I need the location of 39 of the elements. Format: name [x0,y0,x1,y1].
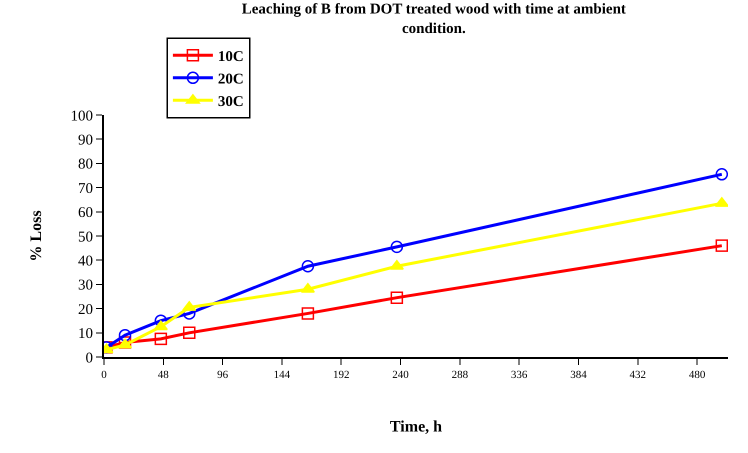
legend-label: 30C [218,94,244,110]
point [716,168,728,181]
x-tick-label: 240 [392,369,410,382]
x-tick-label: 432 [630,369,646,382]
y-tick-label: 90 [78,132,93,148]
point [302,307,314,320]
point [183,326,196,340]
x-tick-label: 192 [332,369,350,382]
legend-label: 20C [218,72,244,88]
point [390,291,404,304]
y-tick-label: 0 [86,350,93,366]
x-tick-label: 48 [158,369,170,382]
point [716,239,728,252]
point [390,240,404,254]
legend-label: 10C [218,49,244,66]
y-tick-label: 60 [78,205,93,222]
y-tick-label: 10 [78,326,93,342]
x-tick-label: 288 [452,369,469,382]
x-tick-label: 384 [570,369,588,382]
x-tick-label: 144 [274,369,291,382]
chart-title: Leaching of B from DOT treated wood with time at ambient condition. [242,2,626,38]
y-tick-label: 20 [78,302,93,318]
x-axis-title: Time, h [390,418,442,436]
y-tick-label: 100 [70,108,93,124]
point [300,282,315,293]
x-tick-label: 480 [688,369,706,382]
y-tick-label: 50 [78,229,93,246]
y-tick-label: 30 [78,278,93,294]
y-tick-label: 70 [78,180,93,197]
x-tick-label: 336 [510,369,528,382]
x-tick-label: 96 [217,369,229,382]
x-tick-label: 0 [101,369,108,382]
y-tick-label: 40 [78,253,93,270]
y-tick-label: 80 [78,156,93,173]
point [154,314,168,327]
point [154,332,168,346]
point [714,197,728,207]
point [302,260,314,272]
y-axis-title: % Loss [28,210,45,262]
